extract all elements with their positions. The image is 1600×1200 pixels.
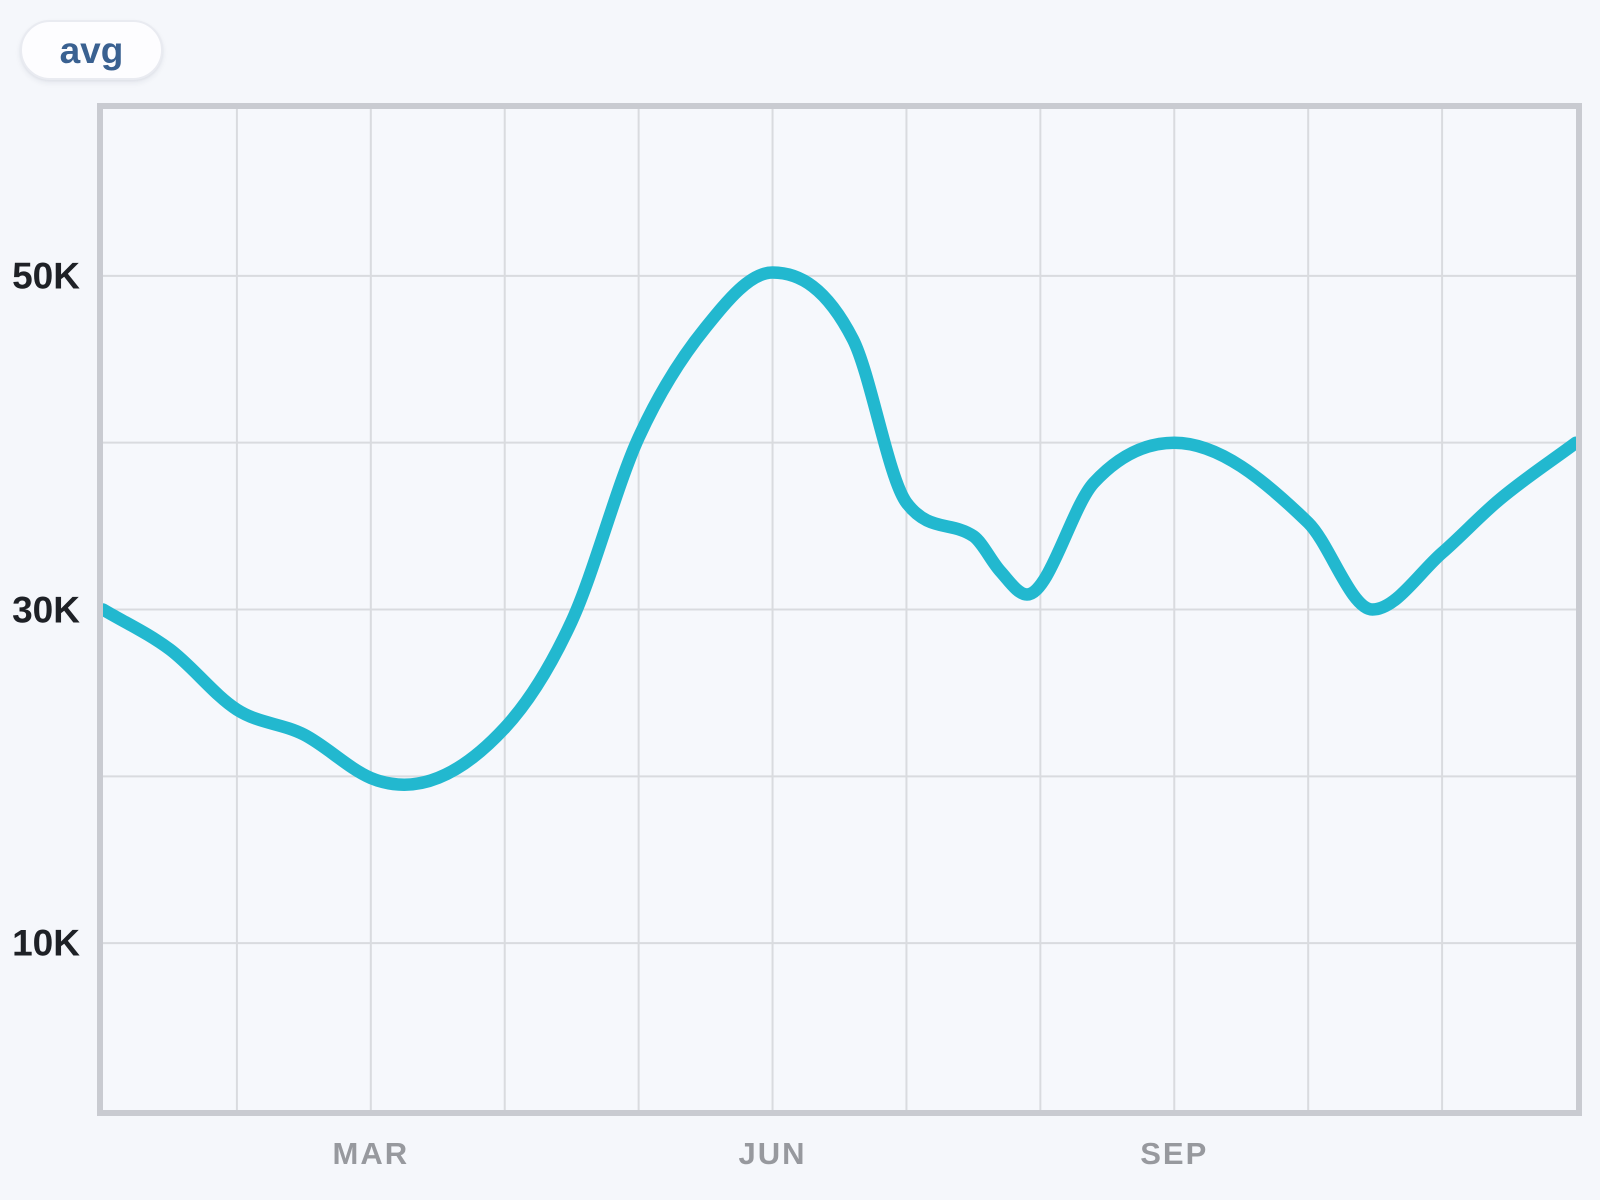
line-chart-svg (103, 109, 1576, 1110)
series-line-avg (103, 266, 1576, 791)
x-axis-label-jun: JUN (738, 1136, 807, 1171)
x-axis-label-sep: SEP (1140, 1136, 1209, 1171)
plot-area (97, 103, 1582, 1116)
legend-chip-avg[interactable]: avg (20, 20, 163, 80)
y-axis-label-30k: 30K (12, 589, 80, 630)
legend-chip-label: avg (59, 29, 124, 71)
y-axis-label-10k: 10K (12, 922, 80, 964)
x-axis-label-mar: MAR (332, 1136, 410, 1171)
y-axis-label-50k: 50K (12, 255, 80, 297)
